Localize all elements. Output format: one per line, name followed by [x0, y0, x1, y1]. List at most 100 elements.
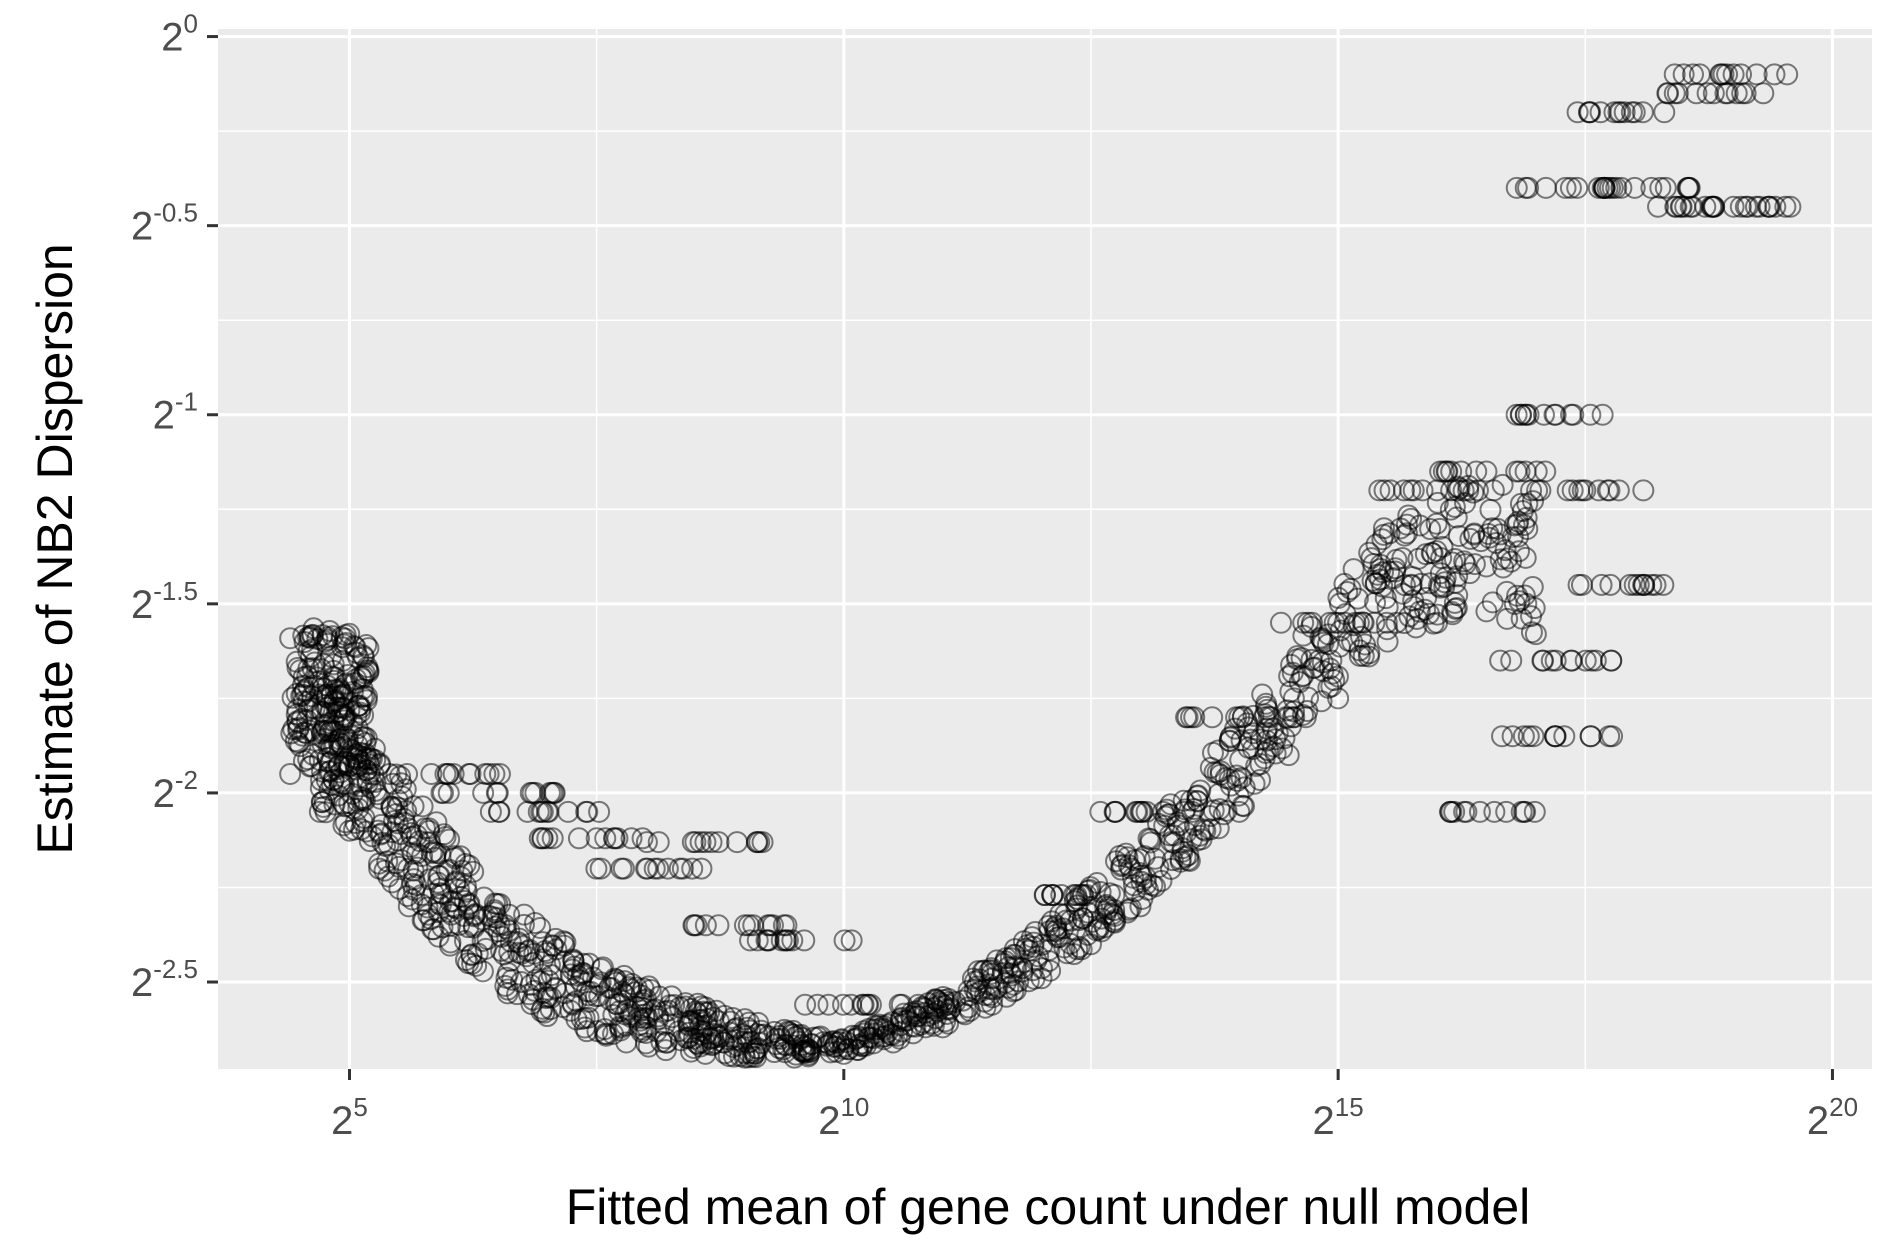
- y-tick-label: 2-1.5: [131, 576, 198, 627]
- data-point: [775, 914, 798, 937]
- data-point: [314, 715, 337, 738]
- data-point: [1701, 195, 1724, 218]
- data-point: [1495, 800, 1518, 823]
- data-point: [1399, 479, 1422, 502]
- data-point: [935, 1002, 958, 1025]
- data-point: [1562, 403, 1585, 426]
- data-point: [1454, 553, 1477, 576]
- data-point: [1395, 513, 1418, 536]
- data-point: [1508, 460, 1531, 483]
- data-point: [1591, 176, 1614, 199]
- data-point: [635, 831, 658, 854]
- data-point: [488, 800, 511, 823]
- data-point: [565, 1008, 588, 1031]
- data-point: [1376, 630, 1399, 653]
- data-point: [1333, 611, 1356, 634]
- data-point: [1007, 970, 1030, 993]
- data-point: [512, 935, 535, 958]
- data-point: [1744, 195, 1767, 218]
- y-tick-label: 2-0.5: [131, 198, 198, 249]
- data-point: [1560, 649, 1583, 672]
- data-point: [1481, 591, 1504, 614]
- y-tick-label: 20: [161, 9, 198, 60]
- data-point: [747, 1011, 770, 1034]
- data-point: [1510, 800, 1533, 823]
- data-point: [471, 960, 494, 983]
- data-point: [567, 827, 590, 850]
- data-point: [1317, 676, 1340, 699]
- x-tick-label: 215: [1313, 1092, 1364, 1143]
- data-point: [1520, 605, 1543, 628]
- data-point: [1446, 584, 1469, 607]
- data-point: [1041, 884, 1064, 907]
- data-point: [888, 1027, 911, 1050]
- data-point: [1578, 101, 1601, 124]
- data-point: [403, 868, 426, 891]
- data-point: [683, 914, 706, 937]
- data-point: [1034, 884, 1057, 907]
- data-point: [1049, 902, 1072, 925]
- data-point: [1702, 82, 1725, 105]
- data-point: [1003, 955, 1026, 978]
- data-point: [327, 696, 350, 719]
- data-point: [529, 916, 552, 939]
- data-point: [1229, 748, 1252, 771]
- data-point: [1601, 725, 1624, 748]
- data-point: [1570, 573, 1593, 596]
- data-point: [1292, 611, 1315, 634]
- data-point: [1745, 63, 1768, 86]
- data-point: [934, 1010, 957, 1033]
- data-point: [817, 993, 840, 1016]
- data-point: [890, 993, 913, 1016]
- data-point: [483, 899, 506, 922]
- data-point: [1339, 578, 1362, 601]
- data-point: [1427, 575, 1450, 598]
- data-point: [1282, 687, 1305, 710]
- data-point: [698, 1001, 721, 1024]
- data-point: [610, 857, 633, 880]
- data-point: [1318, 611, 1341, 634]
- data-point: [1400, 573, 1423, 596]
- data-point: [378, 763, 401, 786]
- data-point: [1230, 766, 1253, 789]
- data-point: [937, 1012, 960, 1035]
- data-point: [1176, 706, 1199, 729]
- data-point: [867, 1013, 890, 1036]
- data-point: [1231, 706, 1254, 729]
- data-point: [1623, 176, 1646, 199]
- data-point: [794, 993, 817, 1016]
- data-point: [537, 800, 560, 823]
- data-point: [335, 672, 358, 695]
- data-point: [1603, 101, 1626, 124]
- data-point: [1532, 403, 1555, 426]
- data-point: [1375, 611, 1398, 634]
- data-point: [1556, 479, 1579, 502]
- data-point: [1395, 522, 1418, 545]
- data-point: [594, 827, 617, 850]
- data-point: [840, 929, 863, 952]
- data-point: [352, 644, 375, 667]
- data-point: [1090, 920, 1113, 943]
- data-point: [1553, 725, 1576, 748]
- data-point: [1415, 586, 1438, 609]
- data-point: [663, 993, 686, 1016]
- data-point: [440, 903, 463, 926]
- data-point: [1059, 932, 1082, 955]
- data-point: [370, 813, 393, 836]
- data-point: [1534, 176, 1557, 199]
- data-point: [1598, 479, 1621, 502]
- data-point: [1731, 82, 1754, 105]
- data-point: [1116, 901, 1139, 924]
- data-point: [435, 859, 458, 882]
- data-point: [907, 993, 930, 1016]
- data-point: [746, 831, 769, 854]
- data-point: [1763, 63, 1786, 86]
- data-point: [1445, 506, 1468, 529]
- y-axis: 20 2-0.5 2-1 2-1.5 2-2 2-2.5: [131, 9, 218, 1005]
- data-point: [633, 1007, 656, 1030]
- data-point: [1186, 785, 1209, 808]
- data-point: [537, 969, 560, 992]
- data-point: [1492, 556, 1515, 579]
- data-point: [1249, 768, 1272, 791]
- data-point: [1212, 803, 1235, 826]
